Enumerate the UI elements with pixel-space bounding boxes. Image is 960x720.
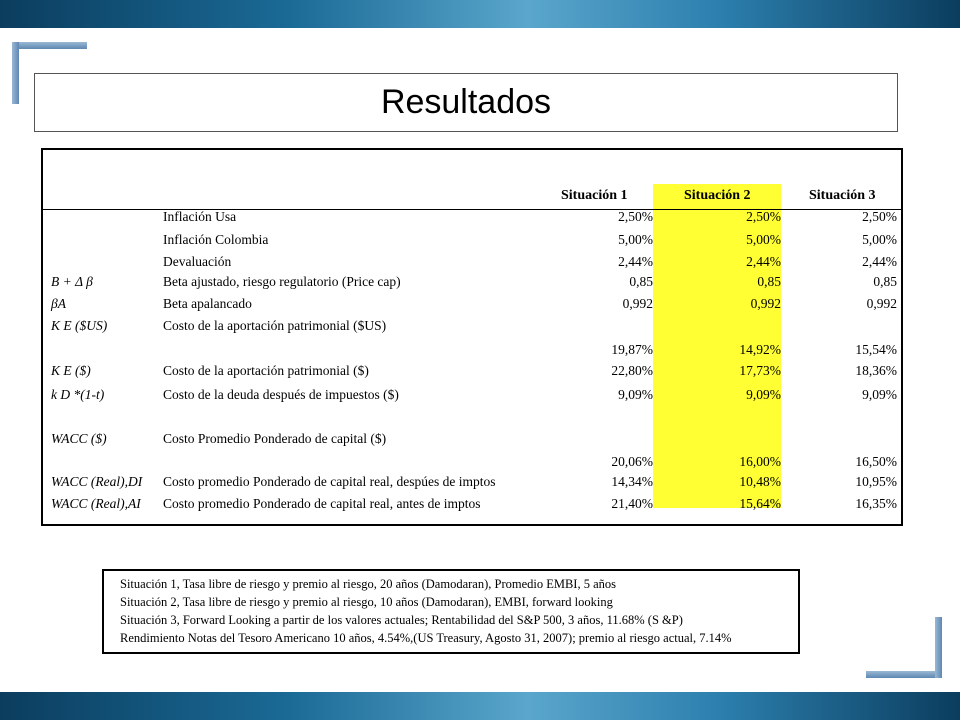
cell-situacion-1: 14,34% xyxy=(611,474,653,489)
bottom-banner xyxy=(0,692,960,720)
corner-bracket-top-left xyxy=(12,42,87,49)
cell-situacion-2: 0,992 xyxy=(750,296,781,311)
page-title: Resultados xyxy=(380,83,552,121)
cell-situacion-2: 16,00% xyxy=(739,454,781,469)
row-label: Devaluación xyxy=(163,254,232,269)
cell-situacion-2: 0,85 xyxy=(757,274,781,289)
cell-situacion-3: 9,09% xyxy=(862,387,897,402)
cell-situacion-2: 17,73% xyxy=(739,363,781,378)
cell-situacion-2: 2,50% xyxy=(746,209,781,224)
row-symbol: K E ($) xyxy=(51,363,91,378)
header-situacion-3: Situación 3 xyxy=(809,188,876,203)
cell-situacion-1: 19,87% xyxy=(611,342,653,357)
corner-bracket-bottom-right-vertical xyxy=(935,617,942,678)
row-symbol: WACC ($) xyxy=(51,431,107,446)
cell-situacion-3: 5,00% xyxy=(862,232,897,247)
cell-situacion-1: 21,40% xyxy=(611,496,653,511)
results-table: Situación 1 Situación 2 Situación 3 Infl… xyxy=(41,148,903,526)
table-row: Inflación Usa 2,50% 2,50% 2,50% xyxy=(43,209,901,229)
row-symbol: k D *(1-t) xyxy=(51,387,105,402)
row-label: Costo de la aportación patrimonial ($) xyxy=(163,363,369,378)
cell-situacion-3: 16,50% xyxy=(855,454,897,469)
cell-situacion-2: 2,44% xyxy=(746,254,781,269)
title-box: Resultados xyxy=(34,73,898,132)
note-line: Situación 1, Tasa libre de riesgo y prem… xyxy=(120,577,617,591)
corner-bracket-top-left-vertical xyxy=(12,42,19,104)
cell-situacion-3: 16,35% xyxy=(855,496,897,511)
row-label: Costo de la deuda después de impuestos (… xyxy=(163,387,399,402)
table-row: Inflación Colombia 5,00% 5,00% 5,00% xyxy=(43,232,901,252)
cell-situacion-3: 0,85 xyxy=(873,274,897,289)
table-row: WACC (Real),AI Costo promedio Ponderado d… xyxy=(43,496,901,516)
cell-situacion-2: 10,48% xyxy=(739,474,781,489)
table-row: k D *(1-t) Costo de la deuda después de i… xyxy=(43,387,901,407)
cell-situacion-1: 2,44% xyxy=(618,254,653,269)
highlight-column-situacion-2 xyxy=(653,184,781,508)
row-symbol: WACC (Real),AI xyxy=(51,496,141,511)
note-line: Rendimiento Notas del Tesoro Americano 1… xyxy=(120,631,732,645)
top-banner xyxy=(0,0,960,28)
row-label: Inflación Colombia xyxy=(163,232,269,247)
cell-situacion-3: 0,992 xyxy=(866,296,897,311)
row-symbol: B + Δ β xyxy=(51,274,93,289)
cell-situacion-2: 15,64% xyxy=(739,496,781,511)
cell-situacion-1: 5,00% xyxy=(618,232,653,247)
row-symbol: K E ($US) xyxy=(51,318,108,333)
row-label: Costo promedio Ponderado de capital real… xyxy=(163,474,496,489)
cell-situacion-1: 0,85 xyxy=(629,274,653,289)
row-label: Costo promedio Ponderado de capital real… xyxy=(163,496,481,511)
table-row: 19,87% 14,92% 15,54% xyxy=(43,342,901,362)
cell-situacion-3: 15,54% xyxy=(855,342,897,357)
header-divider xyxy=(43,209,901,210)
cell-situacion-1: 22,80% xyxy=(611,363,653,378)
row-label: Beta ajustado, riesgo regulatorio (Price… xyxy=(163,274,401,289)
cell-situacion-3: 18,36% xyxy=(855,363,897,378)
cell-situacion-2: 9,09% xyxy=(746,387,781,402)
note-line: Situación 2, Tasa libre de riesgo y prem… xyxy=(120,595,613,609)
corner-bracket-bottom-right xyxy=(866,671,942,678)
row-symbol: WACC (Real),DI xyxy=(51,474,143,489)
header-situacion-1: Situación 1 xyxy=(561,188,628,203)
row-symbol: βA xyxy=(51,296,66,311)
cell-situacion-3: 10,95% xyxy=(855,474,897,489)
note-line: Situación 3, Forward Looking a partir de… xyxy=(120,613,683,627)
table-row: βA Beta apalancado 0,992 0,992 0,992 xyxy=(43,296,901,316)
header-situacion-2: Situación 2 xyxy=(684,188,751,203)
cell-situacion-1: 2,50% xyxy=(618,209,653,224)
table-row: B + Δ β Beta ajustado, riesgo regulatorio… xyxy=(43,274,901,294)
table-row: K E ($) Costo de la aportación patrimonia… xyxy=(43,363,901,383)
row-label: Costo de la aportación patrimonial ($US) xyxy=(163,318,387,333)
row-label: Beta apalancado xyxy=(163,296,252,311)
row-label: Costo Promedio Ponderado de capital ($) xyxy=(163,431,387,446)
notes-box: Situación 1, Tasa libre de riesgo y prem… xyxy=(102,569,800,654)
cell-situacion-1: 0,992 xyxy=(622,296,653,311)
cell-situacion-1: 9,09% xyxy=(618,387,653,402)
table-row: 20,06% 16,00% 16,50% xyxy=(43,454,901,474)
table-row: WACC ($) Costo Promedio Ponderado de capi… xyxy=(43,431,901,451)
cell-situacion-1: 20,06% xyxy=(611,454,653,469)
cell-situacion-2: 14,92% xyxy=(739,342,781,357)
table-row: Devaluación 2,44% 2,44% 2,44% xyxy=(43,254,901,274)
table-row: WACC (Real),DI Costo promedio Ponderado d… xyxy=(43,474,901,494)
cell-situacion-3: 2,50% xyxy=(862,209,897,224)
row-label: Inflación Usa xyxy=(163,209,237,224)
cell-situacion-2: 5,00% xyxy=(746,232,781,247)
table-row: K E ($US) Costo de la aportación patrimon… xyxy=(43,318,901,338)
cell-situacion-3: 2,44% xyxy=(862,254,897,269)
